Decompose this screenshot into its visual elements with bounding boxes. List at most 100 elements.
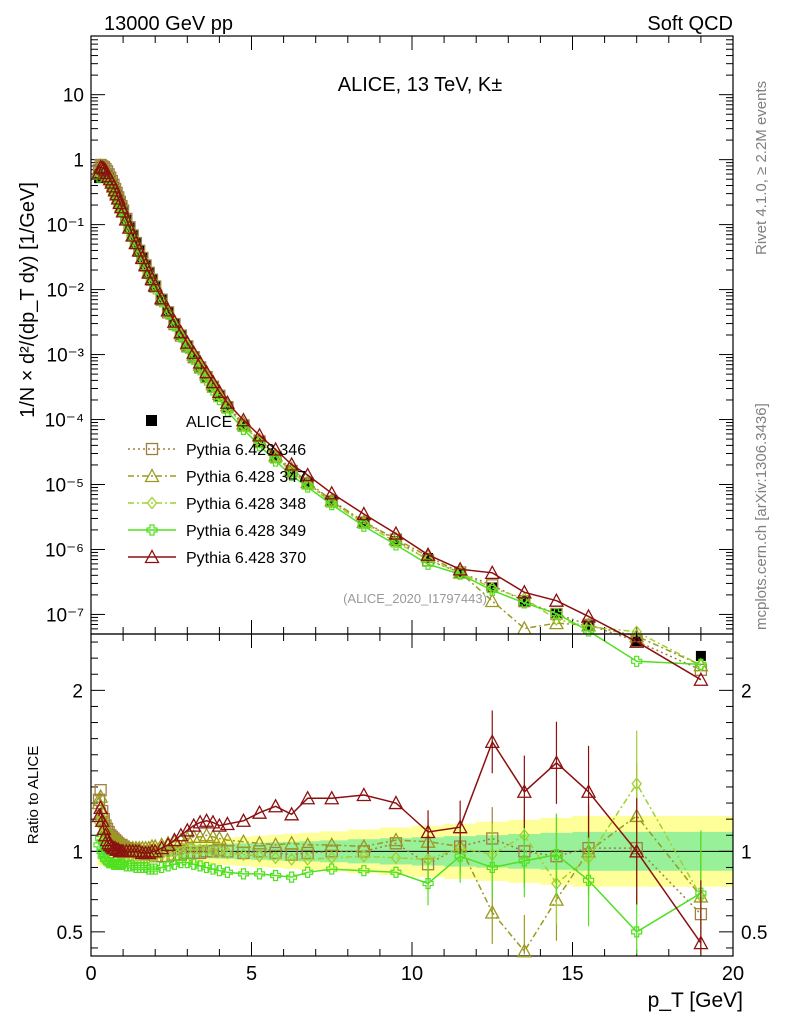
ratio-point — [213, 865, 225, 877]
ratio-point — [253, 845, 266, 858]
data-point — [487, 582, 498, 593]
series-point — [237, 423, 250, 435]
ratio-tick-label: 0.5 — [57, 923, 83, 944]
series-point — [192, 354, 208, 369]
series-point — [179, 334, 195, 349]
ratio-point — [582, 874, 595, 886]
ratio-point — [181, 857, 193, 869]
y-tick-label: 10 — [63, 86, 84, 107]
data-point — [188, 351, 199, 362]
ratio-point — [254, 849, 265, 863]
ratio-point — [388, 795, 404, 810]
series-point — [269, 455, 282, 467]
ratio-tick-label: 2 — [72, 681, 83, 702]
series-point — [580, 608, 597, 623]
ratio-point — [284, 835, 300, 850]
series-point — [484, 564, 500, 579]
series-point — [120, 216, 132, 228]
header-left: 13000 GeV pp — [104, 13, 233, 35]
ratio-point — [205, 828, 221, 844]
series-point — [121, 219, 138, 234]
series-point — [115, 204, 128, 216]
series-point — [94, 159, 110, 174]
ratio-point — [160, 837, 176, 852]
ratio-point — [300, 790, 316, 805]
series-point — [149, 283, 161, 295]
ratio-point — [149, 849, 161, 863]
series-point — [147, 277, 163, 292]
ratio-line — [98, 782, 702, 897]
ratio-point — [518, 855, 530, 867]
series-point — [486, 581, 498, 595]
data-point — [695, 650, 706, 661]
series-point — [519, 591, 530, 606]
ratio-point — [300, 837, 316, 852]
ratio-point — [198, 812, 215, 827]
ratio-point — [629, 843, 645, 858]
data-point — [519, 596, 530, 607]
series-point — [211, 383, 227, 398]
ratio-point — [201, 843, 212, 857]
ratio-point — [139, 861, 152, 874]
ratio-point — [192, 828, 208, 844]
ratio-point — [324, 790, 340, 805]
series-point — [695, 658, 707, 671]
ratio-point — [302, 852, 314, 866]
ratio-point — [207, 863, 219, 875]
ratio-point — [631, 926, 643, 938]
series-point — [631, 655, 643, 667]
ratio-point — [286, 871, 298, 883]
ratio-point — [192, 814, 208, 829]
ratio-point — [422, 877, 434, 890]
legend-marker — [146, 496, 158, 510]
ratio-point — [631, 777, 643, 791]
legend-marker — [144, 549, 160, 564]
series-point — [270, 451, 281, 465]
main-panel: 10⁻⁷ 10⁻⁶ 10⁻⁵ 10⁻⁴ 10⁻³ 10⁻² 10⁻¹ 1 10 — [45, 35, 734, 686]
ratio-point — [693, 935, 709, 950]
legend-marker — [145, 442, 159, 456]
series-point — [205, 374, 221, 389]
series-point — [133, 247, 145, 260]
ratio-point — [211, 830, 227, 845]
ratio-point — [193, 846, 207, 860]
x-tick-label: 0 — [85, 963, 96, 985]
analysis-id: (ALICE_2020_I1797443) — [343, 591, 487, 606]
series-point — [130, 240, 142, 252]
series-point — [326, 495, 338, 510]
series-point — [486, 584, 498, 597]
ratio-point — [106, 857, 118, 869]
ratio-point — [141, 845, 157, 860]
series-point — [693, 671, 709, 686]
ratio-point — [95, 832, 107, 845]
ratio-point — [146, 849, 158, 863]
ratio-point — [267, 798, 284, 813]
ratio-point — [221, 866, 234, 878]
series-point — [358, 516, 370, 530]
series-point — [550, 608, 563, 620]
ratio-y-axis-label: Ratio to ALICE — [25, 746, 42, 844]
series-point — [454, 566, 466, 580]
series-point — [106, 179, 118, 192]
ratio-point — [179, 822, 195, 837]
series-point — [221, 405, 234, 417]
mcplots-label: mcplots.cern.ch [arXiv:1306.3436] — [753, 403, 770, 630]
ratio-point — [286, 852, 297, 866]
series-point — [154, 290, 170, 305]
data-point — [182, 341, 193, 352]
legend-label-series: Pythia 6.428 349 — [186, 523, 306, 540]
legend-label-data: ALICE — [186, 414, 232, 431]
ratio-point — [356, 787, 372, 802]
ratio-point — [550, 848, 563, 861]
legend-marker — [144, 468, 160, 483]
series-point — [267, 441, 284, 456]
ratio-point — [214, 844, 225, 858]
ratio-point — [200, 861, 213, 874]
data-point — [390, 536, 401, 547]
ratio-panel: 0 5 10 15 20 0.5 0.5 1 1 2 2 — [57, 633, 767, 985]
ratio-line — [98, 740, 702, 944]
ratio-point — [93, 800, 109, 815]
series-point — [198, 364, 215, 379]
ratio-point — [235, 812, 252, 827]
legend-label-series: Pythia 6.428 348 — [186, 496, 306, 513]
